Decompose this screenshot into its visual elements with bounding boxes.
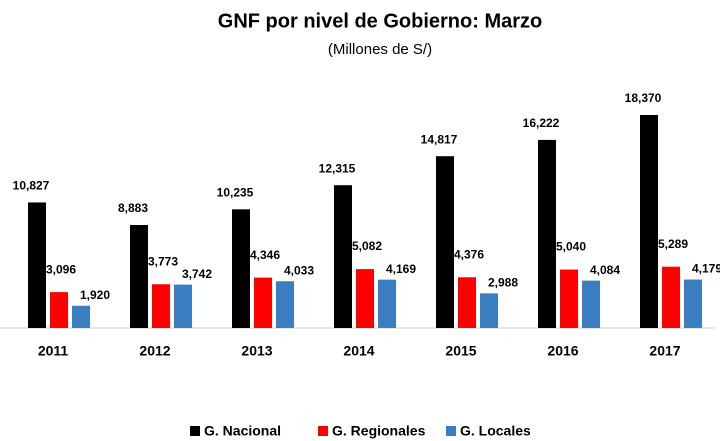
bar xyxy=(254,277,272,328)
bar xyxy=(582,280,600,328)
data-label: 8,883 xyxy=(118,201,148,215)
data-label: 16,222 xyxy=(523,116,560,130)
chart-subtitle: (Millones de S/) xyxy=(328,41,432,58)
x-tick-label: 2015 xyxy=(445,343,476,359)
bar xyxy=(152,284,170,328)
data-label: 4,376 xyxy=(454,247,484,261)
bar xyxy=(436,156,454,328)
data-label: 5,289 xyxy=(658,237,688,251)
bar xyxy=(28,202,46,328)
legend-swatch xyxy=(446,426,456,436)
data-label: 18,370 xyxy=(625,91,662,105)
x-tick-label: 2016 xyxy=(547,343,578,359)
bar xyxy=(662,266,680,328)
bar xyxy=(560,269,578,328)
bar xyxy=(378,279,396,328)
data-label: 4,084 xyxy=(590,263,620,277)
bar xyxy=(130,225,148,328)
legend-swatch xyxy=(318,426,328,436)
bar xyxy=(232,209,250,328)
chart-title: GNF por nivel de Gobierno: Marzo xyxy=(218,10,542,32)
bar xyxy=(458,277,476,328)
bar xyxy=(684,279,702,328)
bar xyxy=(50,292,68,328)
bar xyxy=(72,305,90,328)
data-label: 5,082 xyxy=(352,239,382,253)
data-label: 3,742 xyxy=(182,267,212,281)
data-label: 3,773 xyxy=(148,254,178,268)
bar xyxy=(640,115,658,328)
data-label: 14,817 xyxy=(421,132,458,146)
data-label: 5,040 xyxy=(556,240,586,254)
bar xyxy=(276,281,294,328)
legend-label: G. Nacional xyxy=(204,423,281,439)
legend-label: G. Regionales xyxy=(332,423,426,439)
data-label: 10,827 xyxy=(13,179,50,193)
data-label: 4,346 xyxy=(250,248,280,262)
data-label: 4,033 xyxy=(284,263,314,277)
data-label: 4,169 xyxy=(386,262,416,276)
x-tick-label: 2012 xyxy=(139,343,170,359)
data-label: 3,096 xyxy=(46,262,76,276)
bar xyxy=(480,293,498,328)
x-tick-label: 2013 xyxy=(241,343,272,359)
legend-label: G. Locales xyxy=(460,423,531,439)
data-label: 1,920 xyxy=(80,288,110,302)
x-tick-label: 2011 xyxy=(38,343,69,359)
x-tick-label: 2014 xyxy=(343,343,374,359)
bar xyxy=(538,139,556,328)
bar xyxy=(356,269,374,328)
data-label: 2,988 xyxy=(488,276,518,290)
bar xyxy=(334,185,352,328)
data-label: 4,179 xyxy=(692,262,720,276)
data-label: 10,235 xyxy=(217,185,254,199)
x-tick-label: 2017 xyxy=(649,343,680,359)
bar xyxy=(174,284,192,328)
legend-swatch xyxy=(190,426,200,436)
data-label: 12,315 xyxy=(319,161,356,175)
